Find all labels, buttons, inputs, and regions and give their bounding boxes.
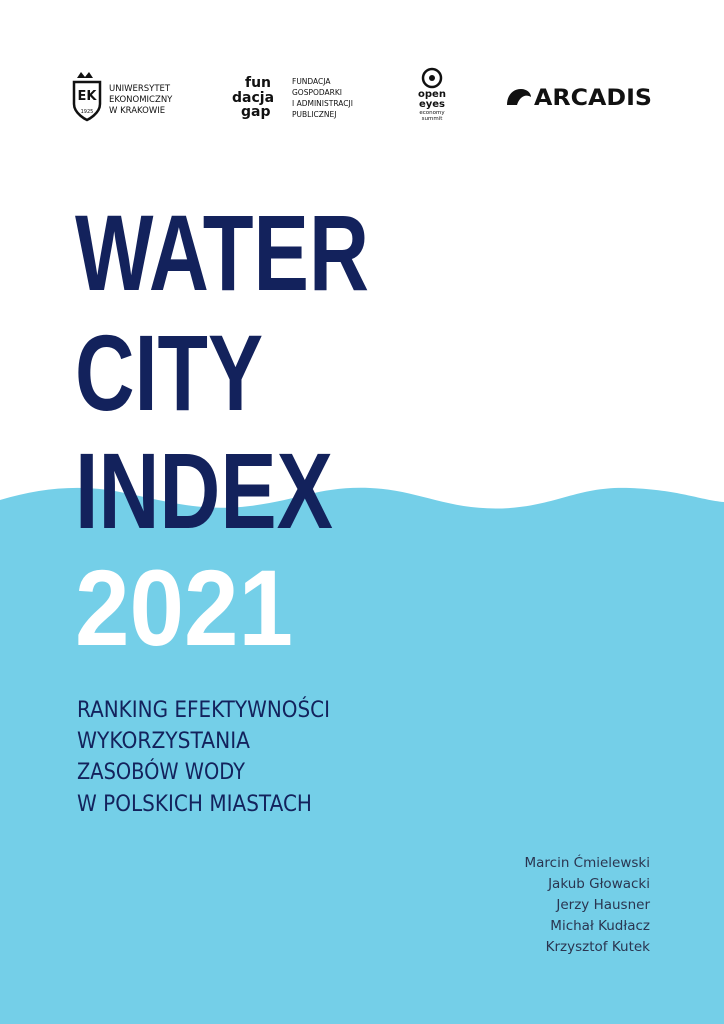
logo-year: 1925 <box>81 109 94 115</box>
logo-uek: EK 1925 UNIWERSYTET EKONOMICZNY W KRAKOW… <box>72 72 173 122</box>
wave-background <box>0 487 724 1024</box>
author: Michał Kudłacz <box>550 918 650 934</box>
eye-icon <box>421 67 443 89</box>
logo-text: FUNDACJA <box>292 77 331 86</box>
logo-mark: dacja <box>232 90 274 106</box>
logo-text: EKONOMICZNY <box>109 95 173 105</box>
arcadis-icon <box>507 89 531 105</box>
author: Jakub Głowacki <box>547 876 650 892</box>
author: Marcin Ćmielewski <box>524 853 650 871</box>
logo-fundacja: fun dacja gap FUNDACJA GOSPODARKI I ADMI… <box>232 75 353 120</box>
shield-icon <box>72 80 102 122</box>
logo-text: W KRAKOWIE <box>109 106 165 116</box>
title-line: CITY <box>75 312 263 433</box>
crown-icon <box>77 72 93 78</box>
logo-text: economy <box>419 110 445 116</box>
logo-mark: fun <box>245 75 271 91</box>
logo-text: ARCADIS <box>534 86 652 111</box>
subtitle-line: ZASOBÓW WODY <box>77 759 245 785</box>
author: Jerzy Hausner <box>555 897 650 913</box>
logo-text: PUBLICZNEJ <box>292 110 336 119</box>
eye-icon <box>429 75 435 81</box>
logo-text: eyes <box>419 99 445 110</box>
logo-mark: EK <box>78 89 98 104</box>
logo-text: I ADMINISTRACJI <box>292 99 353 108</box>
title-line: WATER <box>75 192 369 313</box>
title-line: INDEX <box>75 430 333 551</box>
logo-text: GOSPODARKI <box>292 88 342 97</box>
subtitle-line: WYKORZYSTANIA <box>77 729 250 754</box>
logo-mark: gap <box>241 104 271 120</box>
logo-arcadis: ARCADIS <box>507 86 652 111</box>
subtitle-line: RANKING EFEKTYWNOŚCI <box>77 697 330 723</box>
logo-text: UNIWERSYTET <box>109 84 171 94</box>
author: Krzysztof Kutek <box>546 939 651 955</box>
subtitle-line: W POLSKICH MIASTACH <box>77 792 312 817</box>
logo-text: summit <box>422 116 444 122</box>
title-year: 2021 <box>75 547 293 668</box>
logo-open-eyes: open eyes economy summit <box>418 67 446 122</box>
logo-text: open <box>418 89 446 100</box>
